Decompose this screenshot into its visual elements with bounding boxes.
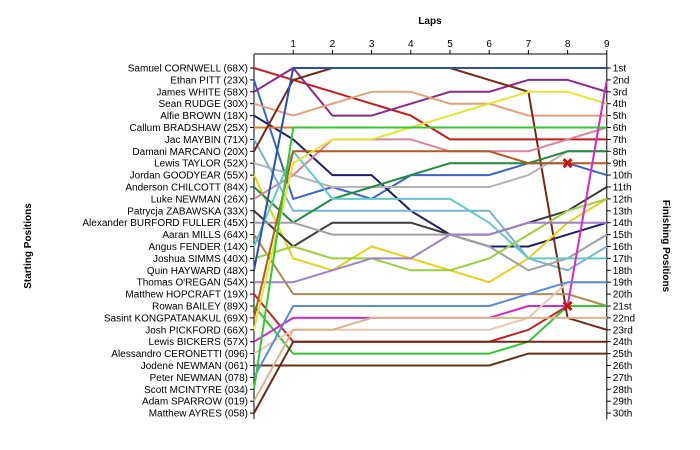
- finishing-position-label: 15th: [613, 230, 632, 241]
- finishing-position-label: 18th: [613, 266, 632, 277]
- series-line-28: [253, 126, 608, 391]
- finishing-position-label: 2nd: [613, 75, 630, 86]
- series-line-16: [253, 150, 608, 260]
- x-tick-label: 2: [330, 39, 336, 50]
- starting-position-label: Adam SPARROW (019): [142, 397, 248, 408]
- starting-position-label: Anderson CHILCOTT (84X): [125, 183, 248, 194]
- starting-position-label: Josh PICKFORD (66X): [145, 325, 248, 336]
- starting-position-label: Angus FENDER (14X): [149, 242, 248, 253]
- x-tick-label: 8: [565, 39, 571, 50]
- finishing-position-label: 30th: [613, 409, 632, 420]
- starting-position-label: Quin HAYWARD (48X): [147, 266, 248, 277]
- starting-position-label: Jac MAYBIN (71X): [165, 135, 248, 146]
- finishing-position-label: 28th: [613, 385, 632, 396]
- starting-position-label: Luke NEWMAN (26X): [151, 194, 248, 205]
- y-axis-label-left: Starting Positions: [23, 203, 34, 289]
- finishing-position-label: 7th: [613, 135, 627, 146]
- finishing-position-label: 13th: [613, 206, 632, 217]
- starting-position-label: Ethan PITT (23X): [170, 75, 248, 86]
- series-line-21: [253, 305, 608, 355]
- starting-position-label: Aaran MILLS (64X): [162, 230, 248, 241]
- series-line-29: [253, 316, 608, 403]
- series-line-14: [253, 221, 608, 272]
- finishing-position-label: 26th: [613, 361, 632, 372]
- series-line-10: [253, 174, 608, 284]
- series-line-26: [253, 352, 608, 367]
- starting-position-label: Patrycja ZABAWSKA (33X): [127, 206, 248, 217]
- x-tick-label: 7: [526, 39, 532, 50]
- tick-layer: 1 2 3 4 5 6 7 8 9 Samuel CORNWELL (68X)Ethan PITT…: [82, 39, 635, 420]
- x-tick-label: 1: [290, 39, 296, 50]
- finishing-position-label: 27th: [613, 373, 632, 384]
- starting-position-label: Callum BRADSHAW (25X): [129, 123, 248, 134]
- finishing-position-label: 4th: [613, 99, 627, 110]
- x-tick-label: 9: [604, 39, 610, 50]
- finishing-position-label: 3rd: [613, 87, 627, 98]
- starting-position-label: Matthew AYRES (058): [149, 409, 248, 420]
- y-axis-label-right: Finishing Positions: [660, 200, 671, 293]
- finishing-position-label: 5th: [613, 111, 627, 122]
- finishing-position-label: 10th: [613, 171, 632, 182]
- finishing-position-label: 11th: [613, 183, 632, 194]
- crash-marker: [562, 158, 573, 169]
- series-line-15: [253, 233, 608, 307]
- starting-position-label: Samuel CORNWELL (68X): [128, 64, 248, 75]
- finishing-position-label: 17th: [613, 254, 632, 265]
- finishing-position-label: 6th: [613, 123, 627, 134]
- starting-position-label: Damani MARCANO (20X): [132, 147, 248, 158]
- finishing-position-label: 1st: [613, 64, 627, 75]
- x-tick-label: 6: [486, 39, 492, 50]
- starting-position-label: James WHITE (58X): [156, 87, 248, 98]
- starting-position-label: Joshua SIMMS (40X): [153, 254, 248, 265]
- finishing-position-label: 23rd: [613, 325, 633, 336]
- starting-position-label: Alexander BURFORD FULLER (45X): [82, 218, 248, 229]
- starting-position-label: Alfie BROWN (18X): [160, 111, 248, 122]
- finishing-position-label: 19th: [613, 278, 632, 289]
- starting-position-label: Scott MCINTYRE (034): [144, 385, 248, 396]
- series-line-1: [253, 67, 608, 141]
- starting-position-label: Peter NEWMAN (078): [150, 373, 248, 384]
- finishing-position-label: 16th: [613, 242, 632, 253]
- series-line-30: [253, 340, 608, 415]
- finishing-position-label: 21st: [613, 302, 632, 313]
- starting-position-label: Jodene NEWMAN (061): [141, 361, 248, 372]
- series-line-11: [253, 150, 608, 224]
- finishing-position-label: 8th: [613, 147, 627, 158]
- marker-layer: [562, 158, 573, 312]
- series-line-4: [253, 90, 608, 117]
- starting-position-label: Alessandro CERONETTI (096): [111, 349, 248, 360]
- starting-position-label: Rowan BAILEY (89X): [152, 302, 248, 313]
- finishing-position-label: 25th: [613, 349, 632, 360]
- starting-position-label: Sasint KONGPATANAKUL (69X): [104, 313, 248, 324]
- finishing-position-label: 14th: [613, 218, 632, 229]
- finishing-position-label: 22nd: [613, 313, 635, 324]
- crash-marker: [562, 300, 573, 312]
- x-tick-label: 4: [408, 39, 414, 50]
- finishing-position-label: 9th: [613, 159, 627, 170]
- series-line-12: [253, 126, 608, 200]
- finishing-position-label: 29th: [613, 397, 632, 408]
- x-tick-label: 3: [369, 39, 375, 50]
- finishing-position-label: 12th: [613, 194, 632, 205]
- series-layer: [253, 67, 608, 415]
- series-line-13: [253, 186, 608, 248]
- starting-position-label: Thomas O'REGAN (54X): [137, 278, 248, 289]
- series-line-23: [253, 90, 608, 331]
- starting-position-label: Jordan GOODYEAR (55X): [130, 171, 248, 182]
- chart-title: Laps: [418, 16, 442, 27]
- starting-position-label: Lewis BICKERS (57X): [149, 337, 248, 348]
- starting-position-label: Sean RUDGE (30X): [159, 99, 248, 110]
- x-tick-label: 5: [447, 39, 453, 50]
- starting-position-label: Lewis TAYLOR (52X): [154, 159, 248, 170]
- series-line-18: [253, 67, 608, 272]
- series-line-19: [253, 221, 608, 284]
- finishing-position-label: 20th: [613, 290, 632, 301]
- series-line-27: [253, 281, 608, 379]
- starting-position-label: Matthew HOPCRAFT (19X): [125, 290, 248, 301]
- finishing-position-label: 24th: [613, 337, 632, 348]
